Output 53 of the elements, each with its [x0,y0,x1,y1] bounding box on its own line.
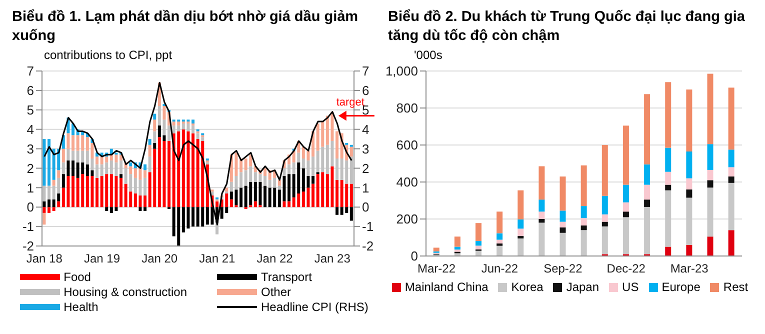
y-tick-label: 1 [26,180,34,196]
y2-tick-label: 1 [362,180,370,196]
legend-label: Food [64,270,91,284]
chart-title: Biểu đồ 2. Du khách từ Trung Quốc đại lục đang gia tăng dù tốc độ còn chậm [387,8,746,46]
y-tick-label: 600 [396,138,418,153]
x-tick-label: Jan 22 [256,252,294,266]
annotation: target [336,96,364,109]
legend-label: Headline CPI (RHS) [261,300,368,314]
y2-tick-label: -2 [362,238,374,254]
y-axis-title: '000s [413,48,444,63]
x-tick-label: Jan 19 [84,252,120,266]
legend-label: Europe [662,280,700,294]
legend-label: Housing & construction [64,285,188,299]
y2-tick-label: 7 [362,64,370,79]
y2-tick-label: 0 [362,200,370,215]
legend-label: Other [261,285,292,299]
x-tick-label: Jan 18 [26,252,63,266]
legend-label: Mainland China [404,280,488,294]
y-tick-label: 5 [26,102,34,118]
y-tick-label: 6 [26,83,34,98]
x-tick-label: Jan 20 [142,252,178,266]
y2-tick-label: 6 [362,83,370,98]
y2-tick-label: 4 [362,122,370,137]
y-tick-label: 7 [26,64,34,79]
legend-label: US [622,280,639,294]
y2-tick-label: 2 [362,160,370,176]
y-tick-label: -2 [22,238,34,254]
legend-label: Health [64,300,98,314]
x-tick-label: Jun-22 [481,262,518,276]
y-tick-label: 800 [396,100,418,116]
y-tick-label: 3 [26,141,34,156]
y-tick-label: 1,000 [385,64,418,79]
y-tick-label: 0 [26,200,34,215]
x-tick-label: Jan 23 [314,252,351,266]
chart-subtitle: contributions to CPI, ppt [43,48,174,63]
x-tick-label: Jan 21 [199,252,236,266]
x-tick-label: Mar-23 [670,262,709,276]
y2-tick-label: 3 [362,141,370,156]
legend-label: Korea [511,280,544,294]
y-tick-label: -1 [22,219,34,234]
x-tick-label: Sep-22 [544,262,583,276]
chart-title: Biểu đồ 1. Lạm phát dần dịu bớt nhờ giá dầu giảm xuống [11,8,360,46]
legend-label: Rest [723,280,748,294]
y-tick-label: 2 [26,160,34,176]
y-tick-label: 400 [396,174,418,190]
x-tick-label: Dec-22 [606,262,646,276]
legend-label: Transport [261,270,312,284]
legend-label: Japan [566,280,600,294]
y2-tick-label: -1 [362,219,374,234]
y-tick-label: 200 [396,212,418,227]
y-tick-label: 4 [26,122,34,137]
y-tick-label: 0 [410,248,418,264]
x-tick-label: Mar-22 [418,262,456,276]
